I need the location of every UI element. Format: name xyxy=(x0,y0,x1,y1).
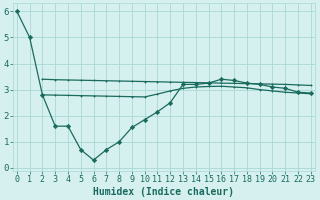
X-axis label: Humidex (Indice chaleur): Humidex (Indice chaleur) xyxy=(93,186,234,197)
